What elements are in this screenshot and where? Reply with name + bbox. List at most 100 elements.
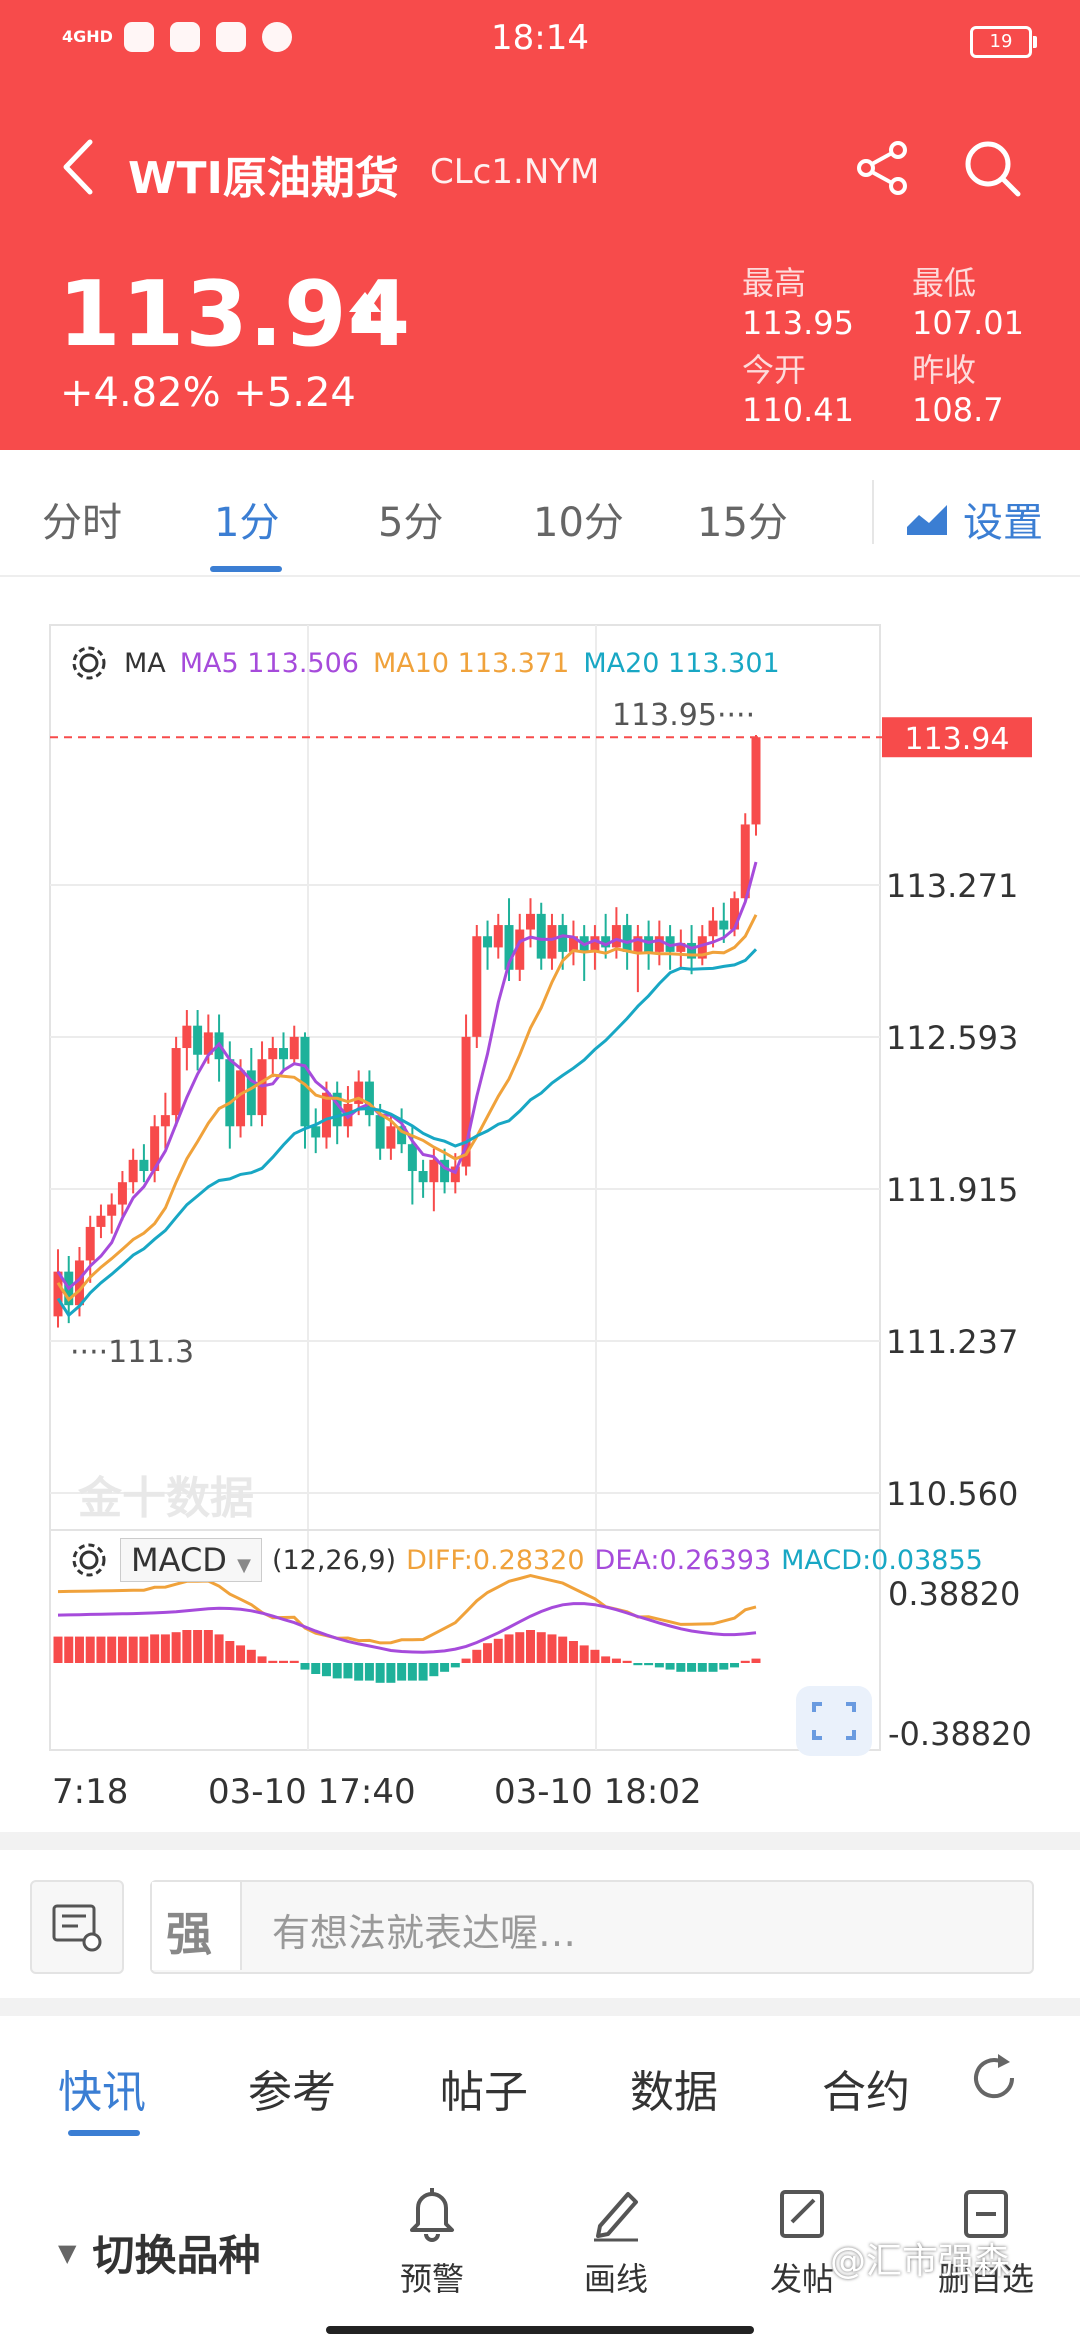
candle-body [515,929,525,970]
candle-body [622,925,632,952]
macd-bar [654,1663,664,1668]
stat-label: 最低 [912,264,977,302]
price-tick-label: 110.560 [886,1475,1018,1513]
candle-body [96,1215,106,1227]
chart-settings-button[interactable]: 设置 [905,490,1043,548]
candle-body [633,936,643,952]
x-tick-label: 7:18 [52,1772,129,1812]
macd-bar [558,1636,568,1663]
tab-1min[interactable]: 1分 [214,500,280,546]
macd-bar [139,1636,149,1663]
stat-low: 最低 107.01 [912,258,1024,342]
candle-body [440,1159,450,1183]
macd-bar [236,1645,246,1663]
signal-icon: 4GHD [62,27,113,46]
tab-reference[interactable]: 参考 [248,2067,336,2118]
diff-line [57,1574,757,1645]
macd-bar [665,1663,675,1670]
fullscreen-button[interactable] [796,1686,872,1756]
macd-bar [644,1663,654,1666]
candle-body [268,1048,278,1060]
status-icons: 4GHD [62,22,292,52]
tab-5min[interactable]: 5分 [378,500,444,546]
candle-body [182,1025,192,1049]
draw-line-button[interactable]: 画线 [556,2182,676,2300]
avatar[interactable]: 强 [152,1882,242,1970]
low-marker: ····111.3 [70,1335,194,1370]
last-price: 113.94 [58,262,412,367]
macd-params: (12,26,9) [271,1544,397,1576]
macd-bar [450,1663,460,1668]
remove-watchlist-button[interactable]: 删自选 [926,2182,1046,2300]
share-icon[interactable] [850,136,914,200]
tab-15min[interactable]: 15分 [697,500,788,546]
tab-news[interactable]: 快讯 [58,2067,146,2118]
note-settings-button[interactable] [30,1880,124,1974]
candle-body [536,913,546,959]
tool-label: 删自选 [937,2260,1034,2298]
macd-bar [321,1663,331,1677]
nav-bar: WTI原油期货 CLc1.NYM [0,120,1080,220]
macd-bar [579,1645,589,1663]
macd-bar [268,1660,278,1663]
minus-box-icon [964,2190,1008,2238]
tab-10min[interactable]: 10分 [533,500,624,546]
candle-body [128,1159,138,1183]
macd-indicator-select[interactable]: MACD ▼ [120,1538,262,1582]
switch-instrument-button[interactable]: ▼ 切换品种 [58,2222,260,2283]
ma10-line [56,914,758,1302]
refresh-icon[interactable] [966,2050,1022,2106]
search-icon[interactable] [958,134,1026,202]
bottom-toolbar: ▼ 切换品种 预警 画线 发帖 删自选 [0,2170,1080,2340]
macd-bar [622,1660,632,1663]
candle-body [461,1036,471,1167]
macd-bar [128,1636,138,1663]
macd-bar [611,1658,621,1663]
macd-bar [708,1663,718,1672]
macd-bar [279,1660,289,1663]
macd-bar [150,1634,160,1663]
stat-high: 最高 113.95 [742,258,854,342]
quote-header: 4GHD 18:14 19 WTI原油期货 CLc1.NYM 113.94 +4… [0,0,1080,450]
candle-body [719,920,729,930]
candle-body [568,936,578,952]
tab-contract[interactable]: 合约 [822,2067,910,2118]
stat-value: 108.7 [912,391,1004,429]
macd-bar [311,1663,321,1674]
post-button[interactable]: 发帖 [742,2182,862,2300]
home-indicator[interactable] [326,2326,754,2334]
candle-body [611,925,621,948]
macd-bar [193,1630,203,1663]
candle-body [601,936,611,948]
macd-legend: MACD ▼ (12,26,9) DIFF:0.28320 DEA:0.2639… [68,1538,983,1582]
macd-bar [601,1656,611,1663]
candle-body [246,1070,256,1116]
macd-bar [525,1630,535,1663]
candle-body [74,1260,84,1306]
candle-body [289,1036,299,1060]
ma-settings-gear-icon[interactable] [68,642,110,684]
macd-bar [96,1636,106,1663]
macd-tick-label: 0.38820 [888,1575,1020,1613]
tab-posts[interactable]: 帖子 [440,2067,528,2118]
macd-tick-label: -0.38820 [888,1715,1032,1753]
tab-timeshare[interactable]: 分时 [42,500,122,546]
alert-button[interactable]: 预警 [372,2182,492,2300]
candle-body [547,925,557,959]
candle-body [472,936,482,1037]
dea-line [57,1602,757,1654]
macd-settings-gear-icon[interactable] [68,1539,110,1581]
candle-body [483,936,493,948]
macd-bar [85,1636,95,1663]
tab-divider [872,480,874,544]
back-arrow-icon[interactable] [48,132,118,202]
tab-data[interactable]: 数据 [630,2067,718,2118]
kline-chart[interactable]: 113.271 112.593 111.915 111.237 110.560 0.388… [0,575,1080,1755]
dea-value: DEA:0.26393 [594,1544,772,1576]
macd-bar [751,1658,761,1663]
macd-bar [300,1663,310,1670]
macd-bar [364,1663,374,1681]
fullscreen-icon [812,1702,856,1740]
chart-trend-icon [907,505,947,535]
comment-input[interactable]: 强 有想法就表达喔… [150,1880,1034,1974]
